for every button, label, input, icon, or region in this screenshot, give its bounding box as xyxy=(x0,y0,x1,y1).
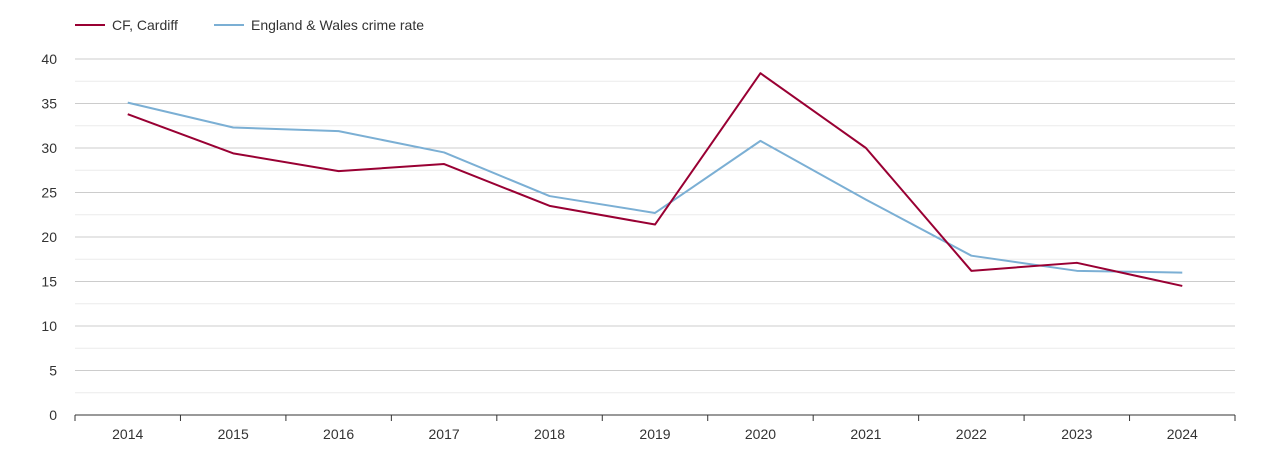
x-tick-label: 2017 xyxy=(429,426,460,442)
legend-label-cardiff: CF, Cardiff xyxy=(112,17,178,33)
data-point-england-wales[interactable] xyxy=(757,138,763,144)
data-point-england-wales[interactable] xyxy=(125,100,131,106)
series-line-cardiff[interactable] xyxy=(127,72,1183,287)
legend-label-england-wales: England & Wales crime rate xyxy=(251,17,424,33)
data-point-england-wales[interactable] xyxy=(652,210,658,216)
series-line-england-wales[interactable] xyxy=(127,101,1183,274)
data-point-england-wales[interactable] xyxy=(968,253,974,259)
x-tick-label: 2024 xyxy=(1167,426,1198,442)
x-tick-label: 2023 xyxy=(1061,426,1092,442)
legend-item-cardiff[interactable]: CF, Cardiff xyxy=(75,17,178,33)
x-axis: 2014 2015 2016 2017 2018 2019 2020 2021 2022 2023… xyxy=(74,414,1236,442)
data-point-cardiff[interactable] xyxy=(230,150,236,156)
data-point-cardiff[interactable] xyxy=(968,268,974,274)
data-point-cardiff[interactable] xyxy=(547,203,553,209)
legend: CF, Cardiff England & Wales crime rate xyxy=(75,17,424,33)
legend-item-england-wales[interactable]: England & Wales crime rate xyxy=(214,17,424,33)
gridlines xyxy=(75,58,1235,394)
y-tick-label: 15 xyxy=(41,274,57,290)
x-tick-label: 2019 xyxy=(639,426,670,442)
x-tick-label: 2014 xyxy=(112,426,143,442)
data-point-cardiff[interactable] xyxy=(757,70,763,76)
y-tick-label: 10 xyxy=(41,318,57,334)
x-tick-label: 2016 xyxy=(323,426,354,442)
x-tick-label: 2022 xyxy=(956,426,987,442)
y-tick-label: 30 xyxy=(41,140,57,156)
x-tick-label: 2021 xyxy=(850,426,881,442)
x-tick-label: 2020 xyxy=(745,426,776,442)
data-point-cardiff[interactable] xyxy=(336,168,342,174)
data-point-cardiff[interactable] xyxy=(441,161,447,167)
y-axis: 0 5 10 15 20 25 30 35 40 xyxy=(41,51,57,423)
y-tick-label: 40 xyxy=(41,51,57,67)
y-tick-label: 25 xyxy=(41,185,57,201)
y-tick-label: 35 xyxy=(41,96,57,112)
data-point-cardiff[interactable] xyxy=(863,145,869,151)
data-point-england-wales[interactable] xyxy=(230,125,236,131)
data-point-england-wales[interactable] xyxy=(1179,270,1185,276)
y-tick-label: 5 xyxy=(49,363,57,379)
y-tick-label: 20 xyxy=(41,229,57,245)
data-point-england-wales[interactable] xyxy=(336,128,342,134)
data-point-cardiff[interactable] xyxy=(1074,260,1080,266)
data-point-england-wales[interactable] xyxy=(863,197,869,203)
y-tick-label: 0 xyxy=(49,407,57,423)
series-layer xyxy=(125,70,1185,289)
data-point-cardiff[interactable] xyxy=(652,222,658,228)
data-point-cardiff[interactable] xyxy=(125,111,131,117)
data-point-cardiff[interactable] xyxy=(1179,283,1185,289)
data-point-england-wales[interactable] xyxy=(441,149,447,155)
x-tick-label: 2018 xyxy=(534,426,565,442)
x-tick-label: 2015 xyxy=(218,426,249,442)
data-point-england-wales[interactable] xyxy=(547,193,553,199)
data-point-england-wales[interactable] xyxy=(1074,268,1080,274)
